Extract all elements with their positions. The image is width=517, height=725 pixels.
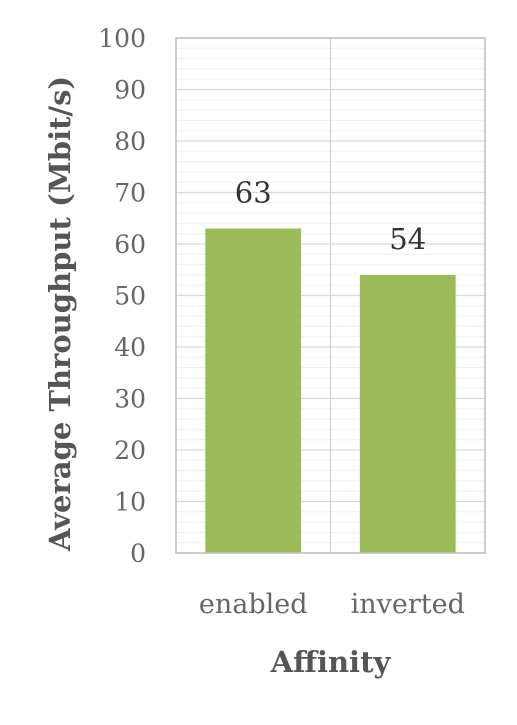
x-axis-title: Affinity — [270, 645, 392, 679]
data-labels: 63 54 — [235, 176, 426, 256]
y-tick-label: 60 — [114, 230, 146, 259]
y-tick-label: 40 — [114, 333, 146, 362]
y-tick-label: 90 — [114, 76, 146, 105]
bars — [205, 228, 456, 554]
bar-enabled — [205, 228, 302, 554]
x-axis-category-labels: enabled inverted — [199, 589, 465, 620]
x-tick-label-enabled: enabled — [199, 589, 308, 620]
plot-area-border — [175, 37, 486, 554]
x-tick-label-inverted: inverted — [351, 589, 465, 620]
y-tick-label: 0 — [130, 539, 146, 568]
y-tick-label: 100 — [98, 24, 146, 53]
y-tick-label: 30 — [114, 385, 146, 414]
y-tick-label: 80 — [114, 127, 146, 156]
y-tick-label: 50 — [114, 282, 146, 311]
y-tick-label: 20 — [114, 436, 146, 465]
data-label-enabled: 63 — [235, 176, 272, 210]
y-axis-tick-labels: 0 10 20 30 40 50 60 70 80 90 100 — [98, 24, 146, 568]
bar-inverted — [359, 274, 456, 553]
data-label-inverted: 54 — [389, 222, 426, 256]
y-axis-title: Average Throughput (Mbit/s) — [43, 76, 77, 552]
y-tick-label: 10 — [114, 488, 146, 517]
y-tick-label: 70 — [114, 179, 146, 208]
